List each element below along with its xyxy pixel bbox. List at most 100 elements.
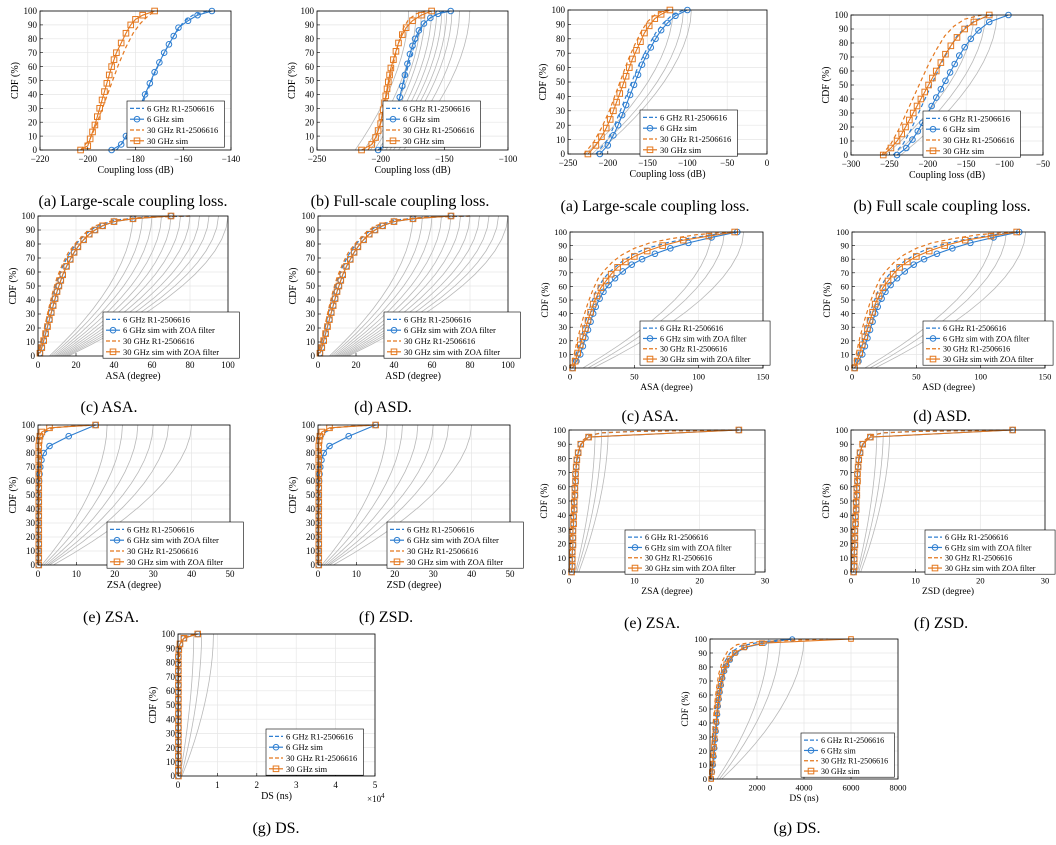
legend-marker	[390, 326, 398, 334]
tick-label-y: 100	[22, 420, 36, 430]
tick-label-y: 90	[26, 225, 36, 235]
tick-label-x: −50	[720, 158, 735, 168]
legend-entry: 6 GHz R1-2506616	[147, 103, 214, 113]
data-point	[35, 505, 43, 513]
tick-label-x: 100	[501, 360, 515, 370]
chart-L_d: 0 20 40 60 80 100 0 10 20 30 40 50 60 70 80 90 100 ASD (d…	[288, 211, 521, 382]
data-point	[315, 463, 323, 471]
reference-curve	[576, 429, 603, 573]
data-point	[851, 534, 859, 542]
legend-entry: 6 GHz sim	[286, 742, 323, 752]
tick-label-x: −160	[174, 154, 193, 164]
legend-box	[624, 529, 756, 575]
data-point	[864, 325, 871, 332]
tick-label-y: 10	[305, 131, 315, 141]
tick-label-y: 90	[166, 643, 176, 653]
y-axis-label: CDF (%)	[8, 268, 19, 305]
data-point	[937, 59, 945, 66]
tick-label-y: 50	[558, 496, 567, 506]
tick-label-y: 60	[166, 686, 176, 696]
data-point	[117, 141, 125, 148]
data-point	[606, 116, 614, 123]
data-point	[315, 512, 323, 520]
tick-label-y: 100	[694, 634, 707, 644]
tick-label-x: 40	[467, 569, 477, 579]
data-point	[315, 484, 323, 492]
legend-marker	[113, 558, 121, 566]
tick-label-x: 3	[294, 780, 299, 790]
legend-marker	[113, 536, 121, 544]
data-point	[315, 477, 323, 485]
tick-label-y: 60	[26, 267, 36, 277]
tick-label-y: 40	[840, 510, 849, 520]
tick-label-y: 80	[166, 658, 176, 668]
reference-curve	[325, 424, 419, 566]
tick-label-x: −200	[371, 154, 390, 164]
tick-label-x: −150	[435, 154, 454, 164]
tick-label-y: 80	[306, 448, 316, 458]
data-point	[49, 302, 57, 309]
tick-label-x: 30	[429, 569, 439, 579]
data-point	[643, 247, 651, 255]
data-point	[854, 463, 862, 471]
tick-label-x: −200	[78, 154, 97, 164]
reference-curve	[51, 215, 143, 357]
y-axis-label: CDF (%)	[680, 691, 691, 726]
legend-entry: 6 GHz sim with ZOA filter	[407, 535, 499, 545]
data-point	[758, 640, 765, 647]
data-point	[652, 35, 659, 43]
tick-label-y: 30	[556, 106, 566, 116]
reference-curve	[54, 215, 162, 357]
reference-curve	[721, 638, 805, 780]
tick-label-y: 10	[559, 349, 568, 359]
data-point	[315, 491, 323, 499]
data-point	[326, 316, 333, 323]
data-point	[390, 218, 398, 225]
tick-label-y: 60	[558, 482, 567, 492]
data-point	[577, 440, 585, 448]
tick-label-y: 20	[556, 120, 566, 130]
chart-R_g: 0 2000 4000 6000 8000 0 10 20 30 40 50 60 70 80 90 100 D…	[680, 634, 907, 804]
reference-curve	[869, 231, 1007, 369]
tick-label-x: 20	[110, 569, 120, 579]
tick-label-y: 90	[28, 20, 38, 30]
reference-curve	[321, 424, 388, 566]
legend-marker	[631, 564, 639, 572]
legend-marker	[393, 536, 401, 544]
y-axis-label: CDF (%)	[540, 282, 551, 317]
data-point	[622, 72, 630, 80]
data-point	[35, 449, 43, 457]
data-point	[610, 131, 617, 139]
data-point	[382, 92, 390, 100]
data-point	[975, 27, 982, 34]
data-point	[385, 78, 392, 86]
tick-label-y: 80	[699, 662, 708, 672]
caption-L_f: (f) ZSD.	[358, 609, 414, 626]
legend-entry: 6 GHz R1-2506616	[660, 112, 727, 122]
tick-label-x: 1	[215, 780, 220, 790]
data-point	[711, 735, 718, 742]
data-point	[582, 325, 589, 332]
legend-entry: 6 GHz sim	[147, 114, 184, 124]
chart-L_f: 0 10 20 30 40 50 0 10 20 30 40 50 60 70 80 90 100 ZSD (de…	[288, 420, 524, 591]
tick-label-y: 0	[31, 560, 36, 570]
data-point	[610, 107, 617, 115]
data-point	[360, 236, 367, 244]
y-axis-label: CDF (%)	[821, 483, 832, 518]
data-point	[315, 456, 323, 464]
tick-label-y: 30	[840, 524, 849, 534]
data-point	[667, 245, 674, 252]
legend-entry: 6 GHz sim	[660, 123, 697, 133]
data-point	[893, 137, 901, 145]
data-point	[156, 59, 163, 66]
data-point	[320, 337, 327, 344]
tick-label-y: 60	[26, 476, 36, 486]
x-axis-label: DS (ns)	[261, 791, 292, 802]
data-point	[637, 38, 644, 45]
data-point	[869, 308, 876, 316]
y-axis-label: CDF (%)	[287, 62, 298, 99]
data-point	[570, 520, 577, 528]
series-line	[587, 9, 671, 155]
y-axis-label: CDF (%)	[288, 477, 299, 514]
data-point	[572, 470, 579, 478]
